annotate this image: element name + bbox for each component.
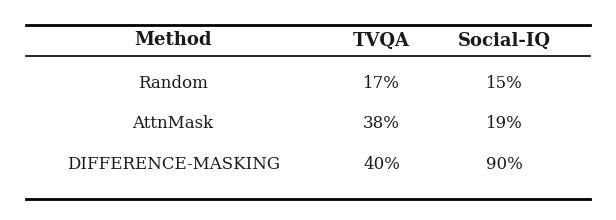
Text: Social-IQ: Social-IQ: [458, 31, 551, 50]
Text: 19%: 19%: [486, 115, 522, 132]
Text: Method: Method: [134, 31, 212, 50]
Text: TVQA: TVQA: [353, 31, 410, 50]
Text: AttnMask: AttnMask: [132, 115, 214, 132]
Text: 17%: 17%: [363, 75, 400, 92]
Text: 90%: 90%: [486, 156, 522, 173]
Text: 38%: 38%: [363, 115, 400, 132]
Text: Random: Random: [138, 75, 208, 92]
Text: DIFFERENCE-MASKING: DIFFERENCE-MASKING: [67, 156, 280, 173]
Text: 40%: 40%: [363, 156, 400, 173]
Text: 15%: 15%: [486, 75, 522, 92]
